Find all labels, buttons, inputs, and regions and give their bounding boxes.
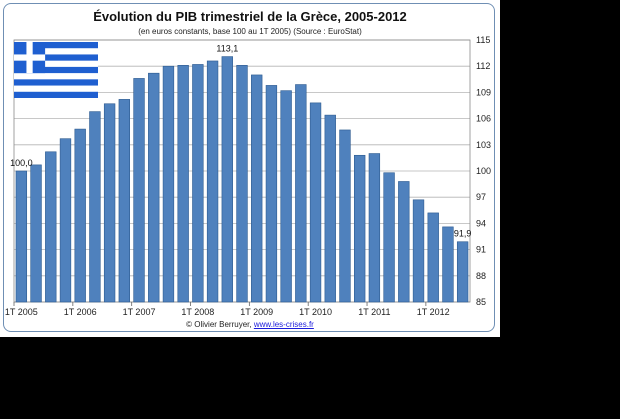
- x-tick-label: 1T 2008: [181, 307, 214, 317]
- bar: [177, 65, 189, 303]
- bar: [74, 128, 86, 303]
- x-tick-label: 1T 2011: [358, 307, 390, 317]
- bar: [442, 226, 454, 303]
- y-tick-label: 112: [476, 61, 490, 71]
- bar: [324, 114, 336, 303]
- bar: [192, 64, 204, 303]
- bar: [280, 90, 292, 303]
- x-tick-label: 1T 2005: [5, 307, 38, 317]
- data-label: 91,9: [454, 229, 472, 239]
- y-tick-label: 94: [476, 218, 486, 228]
- bar: [89, 111, 101, 303]
- bar: [398, 181, 410, 303]
- bar: [162, 65, 175, 303]
- chart-frame: 85 88 91 94 97 100 103 106 109 112 115 1T 2005 1T 20…: [0, 0, 500, 337]
- data-label: 113,1: [216, 44, 238, 54]
- credit-text: © Olivier Berruyer,: [186, 320, 252, 329]
- bar: [412, 199, 425, 303]
- bar: [295, 84, 307, 303]
- y-tick-label: 88: [476, 271, 486, 281]
- y-tick-label: 85: [476, 297, 486, 307]
- bar: [383, 172, 395, 303]
- bar: [368, 153, 381, 303]
- bar: [339, 129, 351, 303]
- bar: [354, 154, 366, 303]
- y-tick-label: 97: [476, 192, 486, 202]
- bar: [265, 85, 278, 303]
- greece-flag-icon: [14, 42, 98, 98]
- x-tick-label: 1T 2006: [64, 307, 97, 317]
- credit-link[interactable]: www.les-crises.fr: [253, 320, 314, 329]
- chart-credit: © Olivier Berruyer, www.les-crises.fr: [0, 320, 500, 329]
- bar: [59, 138, 72, 303]
- bar: [148, 72, 160, 303]
- bar: [456, 241, 469, 303]
- bar: [221, 56, 233, 303]
- x-tick-label: 1T 2010: [299, 307, 332, 317]
- bar: [206, 60, 219, 303]
- y-tick-label: 106: [476, 114, 491, 124]
- bar: [15, 170, 28, 303]
- chart-plot: 85 88 91 94 97 100 103 106 109 112 115 1T 2005 1T 20…: [5, 35, 491, 317]
- y-tick-label: 109: [476, 87, 491, 97]
- chart-title: Évolution du PIB trimestriel de la Grèce…: [93, 9, 407, 24]
- bar: [103, 103, 116, 303]
- x-tick-label: 1T 2007: [123, 307, 156, 317]
- y-tick-label: 115: [476, 35, 490, 45]
- y-tick-label: 100: [476, 166, 491, 176]
- bar: [45, 151, 57, 303]
- x-tick-label: 1T 2012: [417, 307, 450, 317]
- y-tick-label: 103: [476, 140, 491, 150]
- chart-subtitle: (en euros constants, base 100 au 1T 2005…: [138, 27, 362, 36]
- x-tick-label: 1T 2009: [240, 307, 273, 317]
- bar: [30, 164, 42, 303]
- bar: [133, 78, 145, 303]
- bar: [118, 99, 130, 303]
- bar: [309, 102, 322, 303]
- bar: [427, 212, 439, 303]
- bar: [236, 65, 248, 303]
- data-label: 100,0: [10, 158, 33, 168]
- bar: [251, 74, 263, 303]
- y-tick-label: 91: [476, 245, 486, 255]
